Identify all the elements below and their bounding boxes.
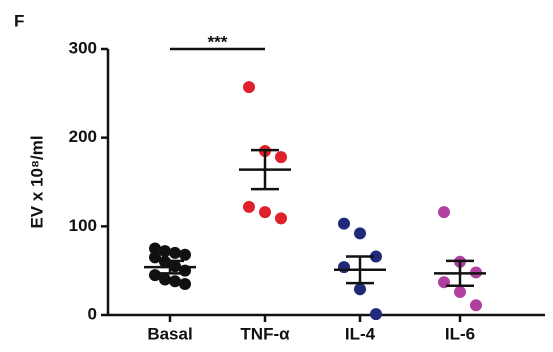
data-point bbox=[354, 283, 366, 296]
data-point bbox=[179, 277, 191, 290]
data-point bbox=[354, 227, 366, 240]
y-tick-label: 0 bbox=[88, 304, 97, 323]
data-point bbox=[259, 206, 271, 219]
panel-label: F bbox=[14, 11, 24, 30]
data-point bbox=[275, 151, 287, 164]
x-tick-label: Basal bbox=[147, 324, 192, 343]
y-tick-label: 100 bbox=[69, 216, 97, 235]
y-axis-label: EV x 10⁸/ml bbox=[27, 135, 46, 228]
data-point bbox=[243, 81, 255, 94]
data-point bbox=[243, 200, 255, 213]
data-point bbox=[338, 261, 350, 274]
data-point bbox=[275, 212, 287, 225]
x-tick-label: IL-4 bbox=[345, 324, 376, 343]
data-point bbox=[338, 217, 350, 230]
y-tick-label: 300 bbox=[69, 38, 97, 57]
x-tick-label: IL-6 bbox=[445, 324, 475, 343]
data-point bbox=[438, 206, 450, 219]
data-point bbox=[159, 245, 171, 258]
data-point bbox=[470, 299, 482, 312]
y-tick-label: 200 bbox=[69, 127, 97, 146]
data-point bbox=[169, 246, 181, 259]
data-point bbox=[149, 242, 161, 255]
data-point bbox=[159, 273, 171, 286]
data-point bbox=[370, 250, 382, 263]
data-point bbox=[169, 275, 181, 288]
x-tick-label: TNF-α bbox=[240, 324, 290, 343]
data-point bbox=[370, 308, 382, 321]
data-point bbox=[179, 248, 191, 261]
significance-label: *** bbox=[208, 32, 228, 51]
data-point bbox=[454, 285, 466, 298]
